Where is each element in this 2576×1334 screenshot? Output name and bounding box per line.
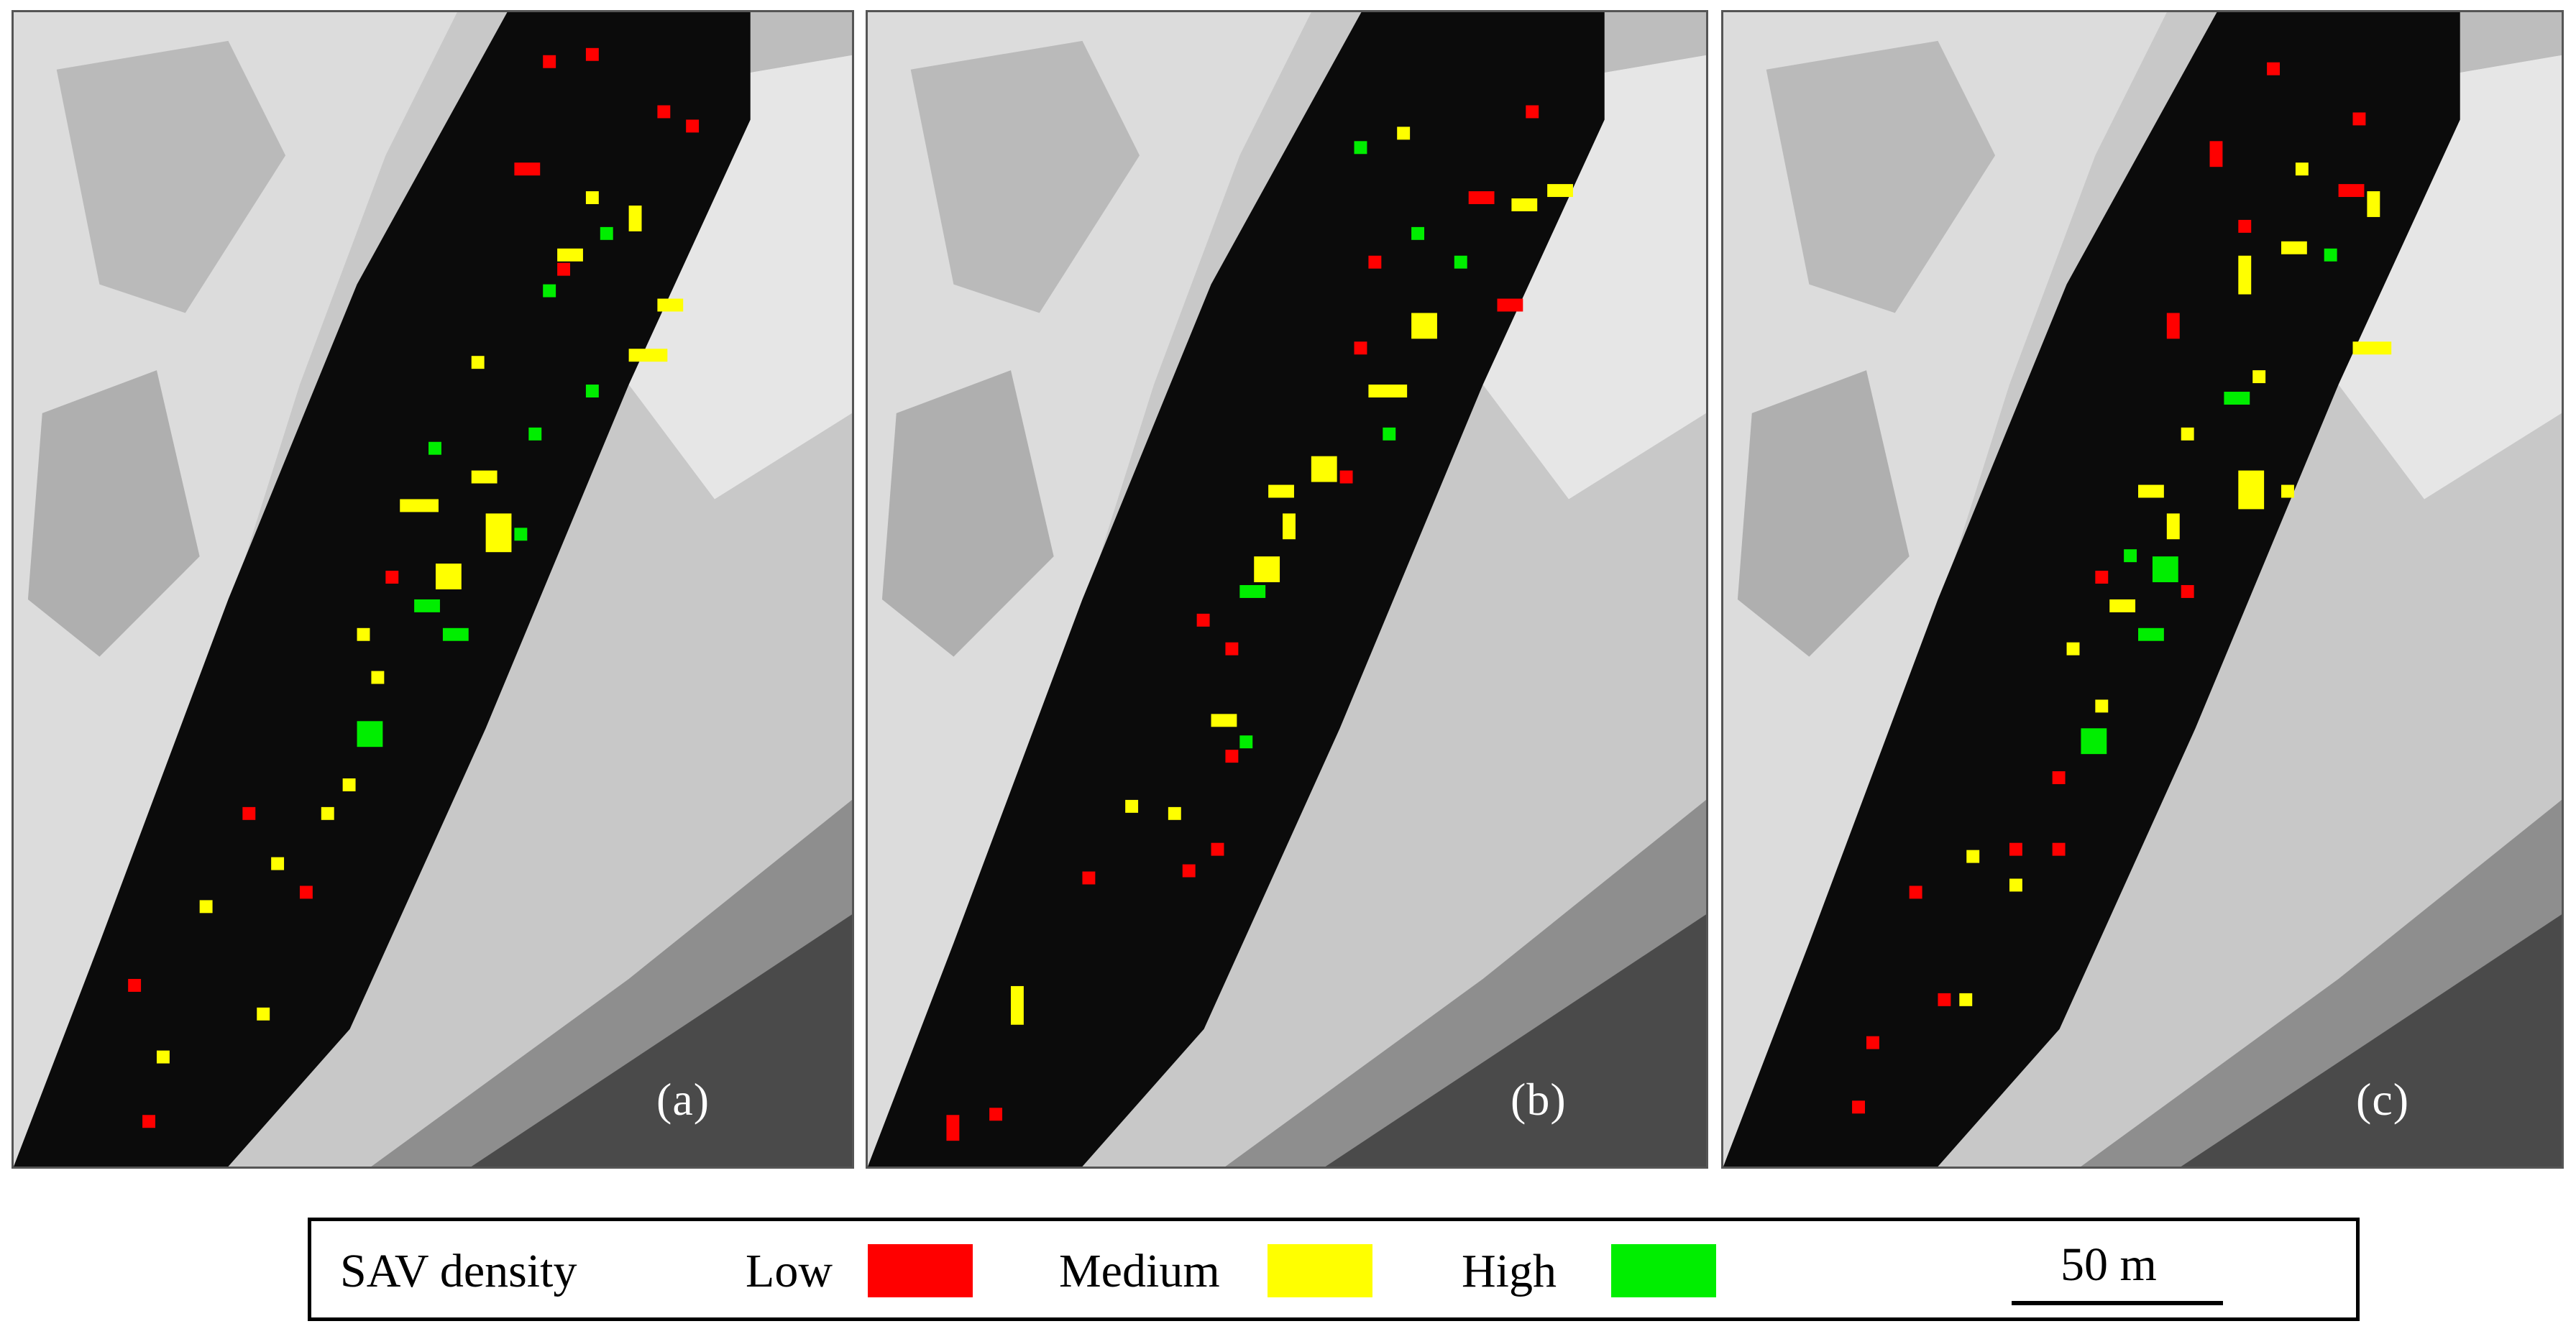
panel-label-b: (b) — [1511, 1074, 1567, 1125]
map-panel-a: (a) — [12, 10, 854, 1169]
panel-label-c: (c) — [2356, 1074, 2410, 1125]
density-pixels-c — [1852, 62, 2392, 1114]
scale-bar — [2012, 1301, 2223, 1305]
legend-label-medium: Medium — [1059, 1245, 1220, 1297]
scale-bar-label: 50 m — [2061, 1238, 2157, 1291]
legend-title: SAV density — [340, 1245, 577, 1297]
legend-label-high: High — [1462, 1245, 1557, 1297]
panel-label-a: (a) — [656, 1074, 710, 1125]
sav-map-b — [868, 12, 1706, 1167]
density-pixels-a — [128, 47, 700, 1128]
map-panel-c: (c) — [1721, 10, 2564, 1169]
sav-map-a — [14, 12, 852, 1167]
map-panel-b: (b) — [866, 10, 1708, 1169]
legend-swatch-medium — [1268, 1244, 1372, 1297]
legend-box: SAV density Low Medium High — [308, 1218, 2360, 1321]
legend-swatch-low — [868, 1244, 973, 1297]
sav-map-c — [1723, 12, 2562, 1167]
legend-label-low: Low — [746, 1245, 833, 1297]
density-pixels-b — [946, 105, 1573, 1141]
legend-swatch-high — [1611, 1244, 1716, 1297]
